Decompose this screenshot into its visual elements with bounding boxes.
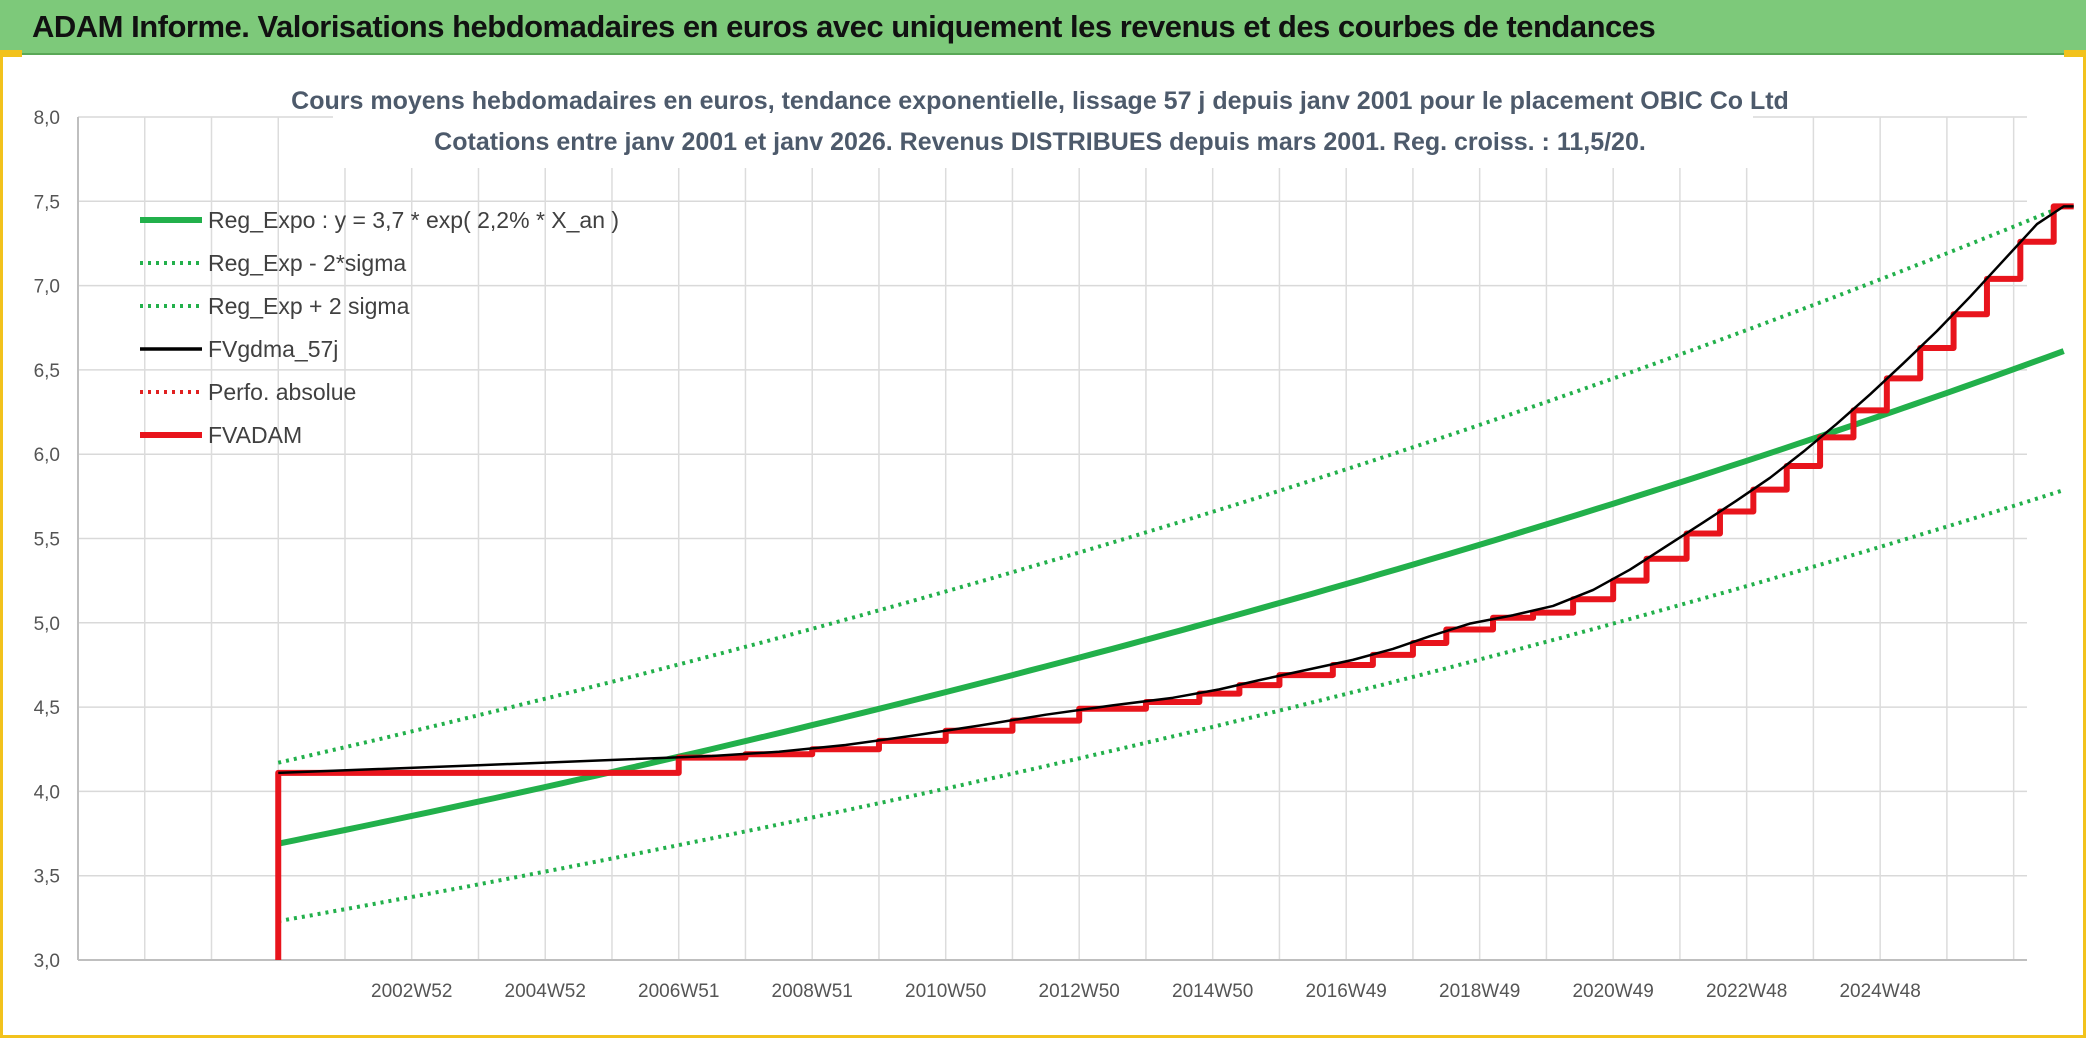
series-line-3 xyxy=(278,205,2074,775)
series-line-0 xyxy=(277,348,2065,847)
corner-marker-left xyxy=(0,50,22,57)
legend-label: FVgdma_57j xyxy=(208,336,338,362)
y-tick-label: 4,0 xyxy=(34,782,60,803)
legend: Reg_Expo : y = 3,7 * exp( 2,2% * X_an ) R… xyxy=(140,207,619,448)
x-tick-label: 2010W50 xyxy=(905,981,986,1002)
x-tick-label: 2002W52 xyxy=(371,981,452,1002)
legend-label: FVADAM xyxy=(208,422,302,448)
chart-frame xyxy=(0,57,2086,1038)
x-tick-label: 2018W49 xyxy=(1439,981,1520,1002)
x-tick-label: 2020W49 xyxy=(1572,981,1653,1002)
legend-label: Reg_Exp + 2 sigma xyxy=(208,293,410,319)
x-tick-label: 2004W52 xyxy=(505,981,586,1002)
gridlines xyxy=(77,116,2027,961)
legend-label: Reg_Expo : y = 3,7 * exp( 2,2% * X_an ) xyxy=(208,207,619,233)
x-tick-label: 2014W50 xyxy=(1172,981,1253,1002)
chart-title: Cours moyens hebdomadaires en euros, ten… xyxy=(291,87,1789,115)
series-line-2 xyxy=(277,204,2065,765)
y-tick-label: 5,0 xyxy=(34,614,60,635)
x-tick-label: 2022W48 xyxy=(1706,981,1787,1002)
report-title: ADAM Informe. Valorisations hebdomadaire… xyxy=(32,9,1656,44)
y-tick-label: 4,5 xyxy=(34,698,60,719)
y-tick-label: 3,5 xyxy=(34,867,60,888)
x-tick-label: 2012W50 xyxy=(1039,981,1120,1002)
series-group xyxy=(275,203,2074,960)
y-tick-label: 8,0 xyxy=(34,108,60,129)
x-tick-label: 2008W51 xyxy=(772,981,853,1002)
y-axis-ticks: 3,0 3,5 4,0 4,5 5,0 5,5 6,0 6,5 7,0 7,5 8,0 xyxy=(34,108,60,972)
chart-titles: Cours moyens hebdomadaires en euros, ten… xyxy=(291,80,1789,168)
chart-subtitle: Cotations entre janv 2001 et janv 2026. … xyxy=(434,128,1646,156)
x-axis-ticks: 2002W52 2004W52 2006W51 2008W51 2010W50 2012W… xyxy=(371,981,1921,1002)
corner-marker-right xyxy=(2064,50,2086,57)
series-line-5 xyxy=(275,203,2074,960)
x-tick-label: 2006W51 xyxy=(638,981,719,1002)
x-tick-label: 2016W49 xyxy=(1306,981,1387,1002)
legend-label: Perfo. absolue xyxy=(208,379,356,405)
y-tick-label: 3,0 xyxy=(34,951,60,972)
y-tick-label: 6,0 xyxy=(34,445,60,466)
series-line-1 xyxy=(277,488,2065,924)
y-tick-label: 6,5 xyxy=(34,361,60,382)
y-tick-label: 5,5 xyxy=(34,530,60,551)
legend-label: Reg_Exp - 2*sigma xyxy=(208,250,406,276)
x-tick-label: 2024W48 xyxy=(1839,981,1920,1002)
report-banner: ADAM Informe. Valorisations hebdomadaire… xyxy=(0,0,2086,55)
y-tick-label: 7,0 xyxy=(34,277,60,298)
title-background xyxy=(333,80,1753,168)
y-tick-label: 7,5 xyxy=(34,192,60,213)
